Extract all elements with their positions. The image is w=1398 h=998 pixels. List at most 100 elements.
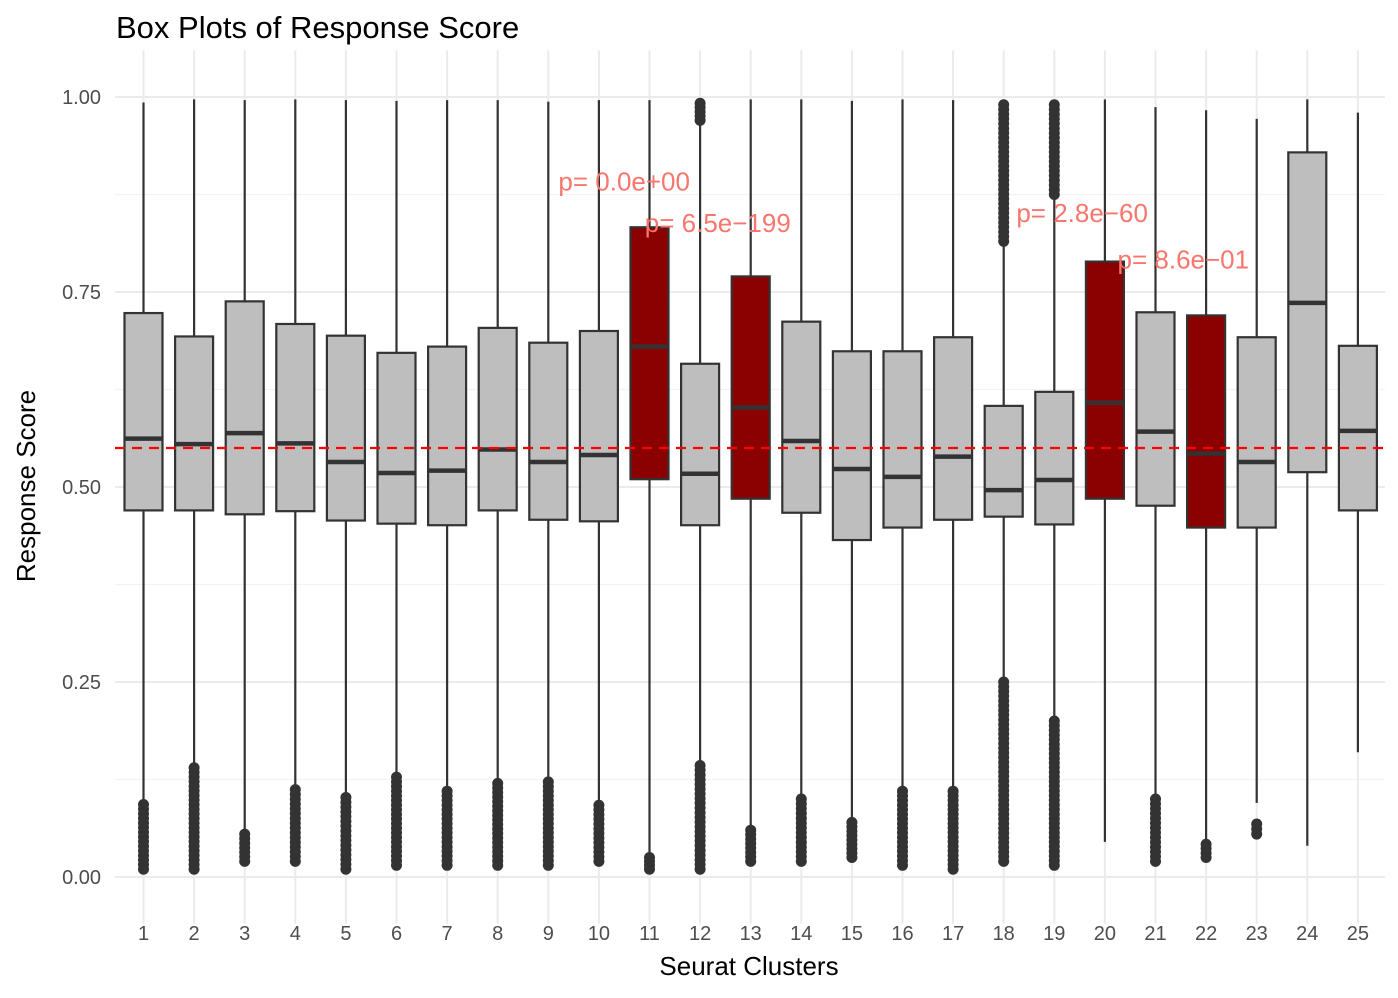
y-tick-label: 0.75: [62, 282, 101, 304]
outlier-point: [289, 784, 301, 796]
p-value-annotation: p= 0.0e+00: [558, 167, 690, 197]
x-axis-title: Seurat Clusters: [659, 951, 838, 981]
x-tick-label: 13: [740, 923, 762, 945]
box-cluster-8: [477, 100, 518, 871]
outlier-point: [795, 793, 807, 805]
x-tick-label: 22: [1195, 923, 1217, 945]
box-body: [882, 350, 923, 529]
box-body: [781, 320, 822, 514]
outlier-point: [694, 759, 706, 771]
box-cluster-23: [1236, 118, 1277, 840]
y-tick-label: 1.00: [62, 87, 101, 109]
outlier-point: [1251, 818, 1263, 830]
box-body: [831, 350, 873, 542]
box-cluster-20: [1084, 99, 1126, 842]
x-tick-label: 21: [1144, 923, 1166, 945]
outlier-point: [391, 771, 402, 783]
box-body: [1287, 151, 1328, 474]
x-tick-label: 19: [1043, 923, 1065, 945]
p-value-annotation: p= 2.8e−60: [1016, 198, 1148, 228]
box-cluster-5: [325, 100, 366, 875]
box-body: [275, 322, 316, 513]
x-tick-label: 14: [790, 923, 812, 945]
box-body: [679, 362, 721, 527]
outlier-point: [947, 785, 959, 797]
box-cluster-2: [174, 99, 215, 875]
box-cluster-12: [679, 97, 721, 875]
outlier-point: [998, 99, 1010, 111]
x-tick-label: 12: [689, 923, 711, 945]
box-body: [224, 300, 265, 516]
box-body: [932, 336, 974, 521]
box-body: [1135, 311, 1176, 507]
box-cluster-4: [275, 99, 316, 867]
y-tick-label: 0.00: [62, 867, 101, 889]
box-cluster-22: [1185, 110, 1227, 863]
x-tick-label: 11: [639, 923, 660, 945]
x-tick-label: 1: [138, 923, 149, 945]
annotations-layer: p= 0.0e+00 p= 6.5e−199 p= 2.8e−60 p= 8.6e−0…: [558, 167, 1249, 275]
box-cluster-3: [224, 100, 265, 867]
box-cluster-24: [1287, 99, 1328, 846]
x-tick-label: 4: [290, 923, 301, 945]
box-body: [123, 311, 164, 512]
x-tick-label: 8: [492, 923, 503, 945]
box-body: [730, 275, 771, 500]
box-body: [983, 404, 1024, 518]
outlier-point: [593, 799, 605, 811]
x-tick-label: 2: [189, 923, 200, 945]
box-body: [427, 345, 468, 527]
x-tick-label: 17: [942, 923, 964, 945]
x-tick-label: 6: [391, 923, 402, 945]
x-tick-label: 10: [588, 923, 610, 945]
x-tick-label: 15: [841, 923, 863, 945]
outlier-point: [644, 852, 655, 863]
box-cluster-16: [882, 99, 923, 871]
box-cluster-6: [376, 100, 417, 871]
box-cluster-19: [1034, 99, 1075, 871]
box-body: [629, 226, 670, 481]
outlier-point: [542, 776, 554, 788]
box-cluster-7: [427, 100, 468, 871]
x-tick-label: 7: [442, 923, 453, 945]
box-body: [578, 329, 620, 523]
box-cluster-10: [578, 100, 620, 867]
x-tick-label: 16: [891, 923, 913, 945]
box-cluster-21: [1135, 107, 1176, 867]
outlier-point: [998, 676, 1010, 688]
outlier-point: [188, 762, 200, 774]
box-body: [1084, 260, 1126, 500]
x-tick-label: 23: [1246, 923, 1268, 945]
box-cluster-25: [1337, 112, 1379, 753]
outlier-point: [492, 777, 504, 789]
box-cluster-1: [123, 102, 164, 875]
outlier-point: [441, 785, 453, 797]
box-body: [528, 341, 569, 521]
box-cluster-13: [730, 99, 771, 867]
p-value-annotation: p= 6.5e−199: [645, 208, 791, 238]
outlier-point: [1048, 99, 1060, 111]
outlier-point: [897, 785, 908, 797]
box-body: [1337, 344, 1379, 512]
x-tick-label: 5: [340, 923, 351, 945]
box-cluster-14: [781, 99, 822, 867]
outlier-point: [1048, 715, 1060, 727]
box-body: [1185, 314, 1227, 529]
outlier-point: [1200, 838, 1212, 850]
x-tick-label: 24: [1296, 923, 1318, 945]
box-cluster-9: [528, 101, 569, 871]
x-tick-label: 20: [1094, 923, 1116, 945]
box-body: [1034, 390, 1075, 526]
y-tick-label: 0.25: [62, 672, 101, 694]
outlier-point: [745, 824, 757, 836]
box-body: [477, 326, 518, 512]
box-cluster-15: [831, 100, 873, 863]
x-tick-label: 25: [1347, 923, 1369, 945]
box-cluster-17: [932, 100, 974, 875]
outlier-point: [694, 97, 706, 109]
box-body: [1236, 336, 1277, 529]
tick-labels-layer: 0.000.250.500.751.001 2 3 4 5 6 7 8 9 10 11 12 13 14 1…: [62, 87, 1369, 945]
outlier-point: [340, 791, 352, 803]
x-tick-label: 9: [543, 923, 554, 945]
